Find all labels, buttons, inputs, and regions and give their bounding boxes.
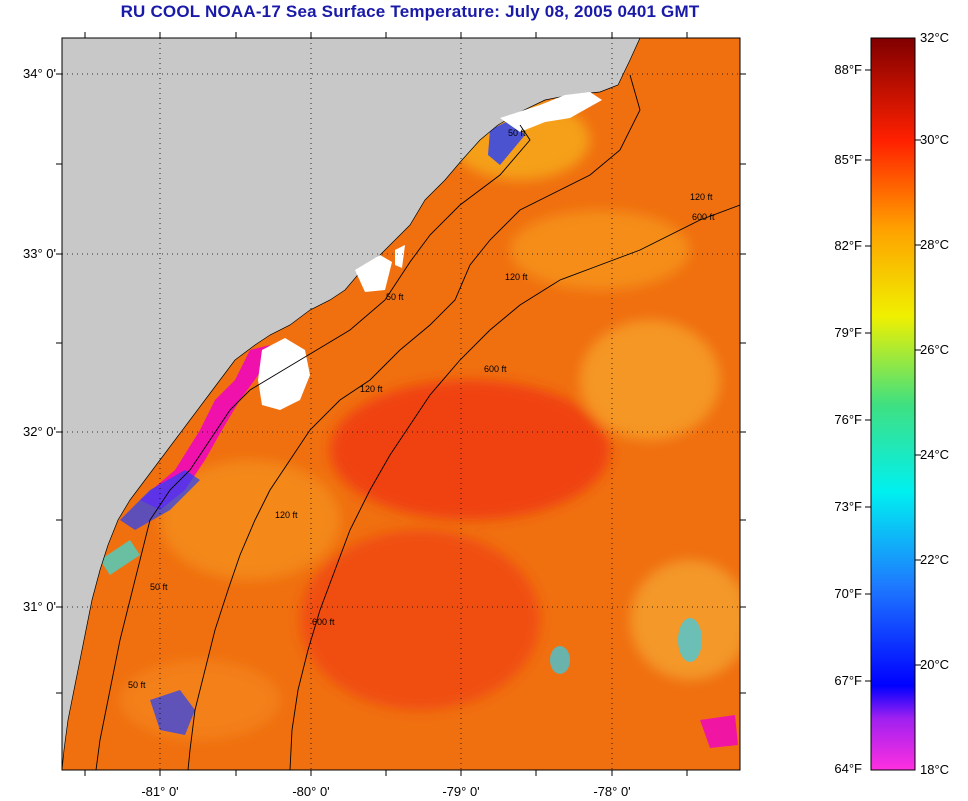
contour-label: 50 ft	[508, 128, 526, 138]
latitude-label: 32° 0'	[23, 424, 56, 439]
map-frame	[61, 37, 741, 771]
contour-50ft	[95, 124, 531, 770]
map-area: 50 ft 50 ft 50 ft 50 ft 120 ft 120 ft 12…	[62, 38, 740, 770]
contour-600ft	[289, 204, 740, 770]
contour-label: 120 ft	[690, 192, 713, 202]
contour-label: 120 ft	[360, 384, 383, 394]
colorbar-fahrenheit-label: 79°F	[834, 325, 862, 340]
longitude-label: -80° 0'	[292, 784, 330, 799]
colorbar-celsius-label: 30°C	[920, 132, 950, 147]
latitude-label: 31° 0'	[23, 599, 56, 614]
map-title: RU COOL NOAA-17 Sea Surface Temperature:…	[120, 2, 700, 21]
colorbar-celsius-label: 32°C	[920, 30, 950, 45]
colorbar-celsius-label: 20°C	[920, 657, 950, 672]
colorbar	[870, 37, 916, 771]
latitude-label: 34° 0'	[23, 66, 56, 81]
colorbar-fahrenheit-label: 64°F	[834, 761, 862, 776]
longitude-label: -78° 0'	[593, 784, 631, 799]
colorbar-fahrenheit-label: 76°F	[834, 412, 862, 427]
cloud-mask	[258, 92, 602, 410]
bathymetry-contours	[95, 74, 740, 770]
colorbar-ticks	[865, 69, 921, 682]
colorbar-fahrenheit-label: 70°F	[834, 586, 862, 601]
contour-label: 50 ft	[386, 292, 404, 302]
colorbar-celsius-label: 22°C	[920, 552, 950, 567]
latitude-label: 33° 0'	[23, 246, 56, 261]
contour-label: 600 ft	[312, 617, 335, 627]
colorbar-celsius-label: 26°C	[920, 342, 950, 357]
colorbar-celsius-label: 18°C	[920, 762, 950, 777]
land-mass	[62, 38, 641, 770]
colorbar-fahrenheit-label: 85°F	[834, 152, 862, 167]
longitude-label: -81° 0'	[141, 784, 179, 799]
contour-label: 50 ft	[150, 582, 168, 592]
contour-120ft	[187, 74, 641, 770]
colorbar-fahrenheit-label: 73°F	[834, 499, 862, 514]
colorbar-celsius-label: 24°C	[920, 447, 950, 462]
colorbar-fahrenheit-label: 82°F	[834, 238, 862, 253]
colorbar-fahrenheit-label: 88°F	[834, 62, 862, 77]
contour-label: 600 ft	[692, 212, 715, 222]
longitude-label: -79° 0'	[442, 784, 480, 799]
contour-label: 600 ft	[484, 364, 507, 374]
colorbar-celsius-label: 28°C	[920, 237, 950, 252]
contour-label: 50 ft	[128, 680, 146, 690]
contour-label: 120 ft	[275, 510, 298, 520]
colorbar-fahrenheit-label: 67°F	[834, 673, 862, 688]
graticule	[62, 38, 740, 770]
contour-label: 120 ft	[505, 272, 528, 282]
axis-ticks	[56, 32, 746, 776]
